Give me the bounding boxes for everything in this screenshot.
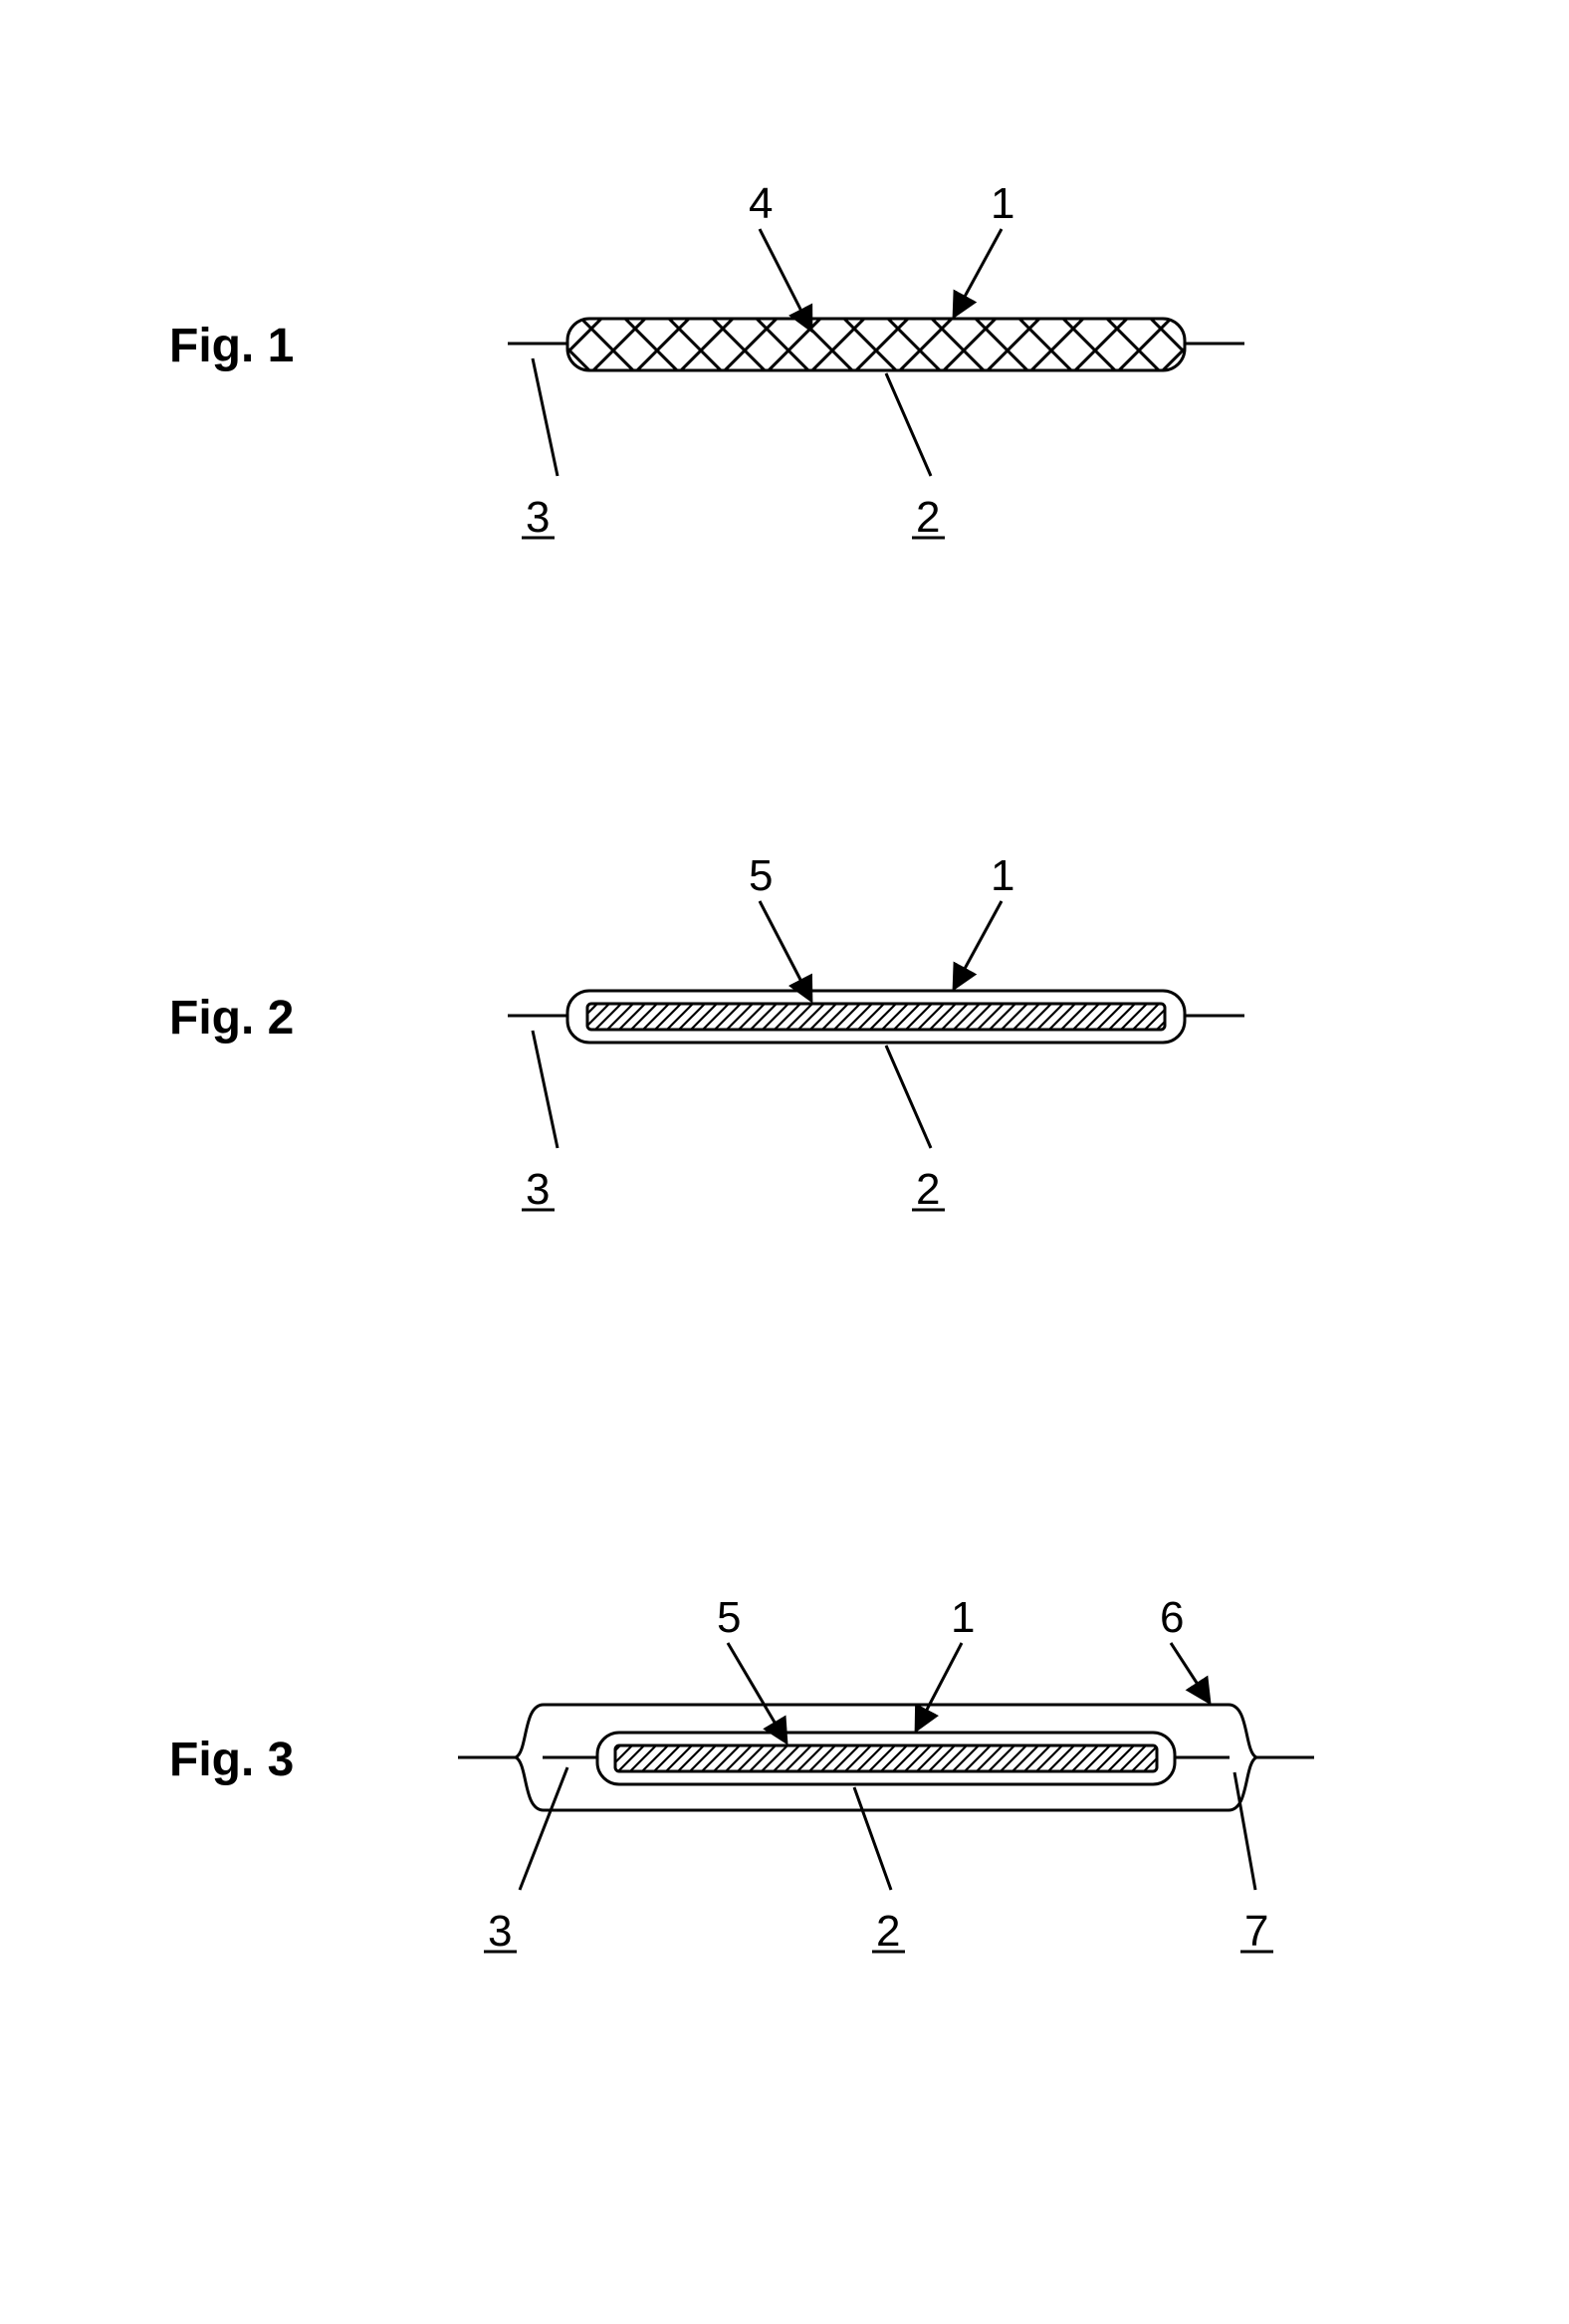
- callout-6: 6: [1160, 1593, 1184, 1642]
- callout-1: 1: [991, 851, 1014, 900]
- callout-3: 3: [488, 1907, 512, 1956]
- callout-4: 4: [749, 179, 773, 228]
- callout-3: 3: [526, 493, 550, 542]
- callout-2: 2: [916, 493, 940, 542]
- fig2-label: Fig. 2: [169, 991, 294, 1046]
- fig2-drawing: 5 1 3 2: [508, 851, 1244, 1214]
- callout-5: 5: [749, 851, 773, 900]
- callout-1: 1: [991, 179, 1014, 228]
- fig3-label: Fig. 3: [169, 1733, 294, 1787]
- callout-2: 2: [916, 1165, 940, 1214]
- fig1-label: Fig. 1: [169, 319, 294, 373]
- callout-2: 2: [876, 1907, 900, 1956]
- callout-7: 7: [1244, 1907, 1268, 1956]
- callout-5: 5: [717, 1593, 741, 1642]
- fig1-drawing: 4 1 3 2: [508, 179, 1244, 542]
- fig3-drawing: 5 1 6 3 2 7: [458, 1593, 1314, 1956]
- callout-1: 1: [951, 1593, 975, 1642]
- callout-3: 3: [526, 1165, 550, 1214]
